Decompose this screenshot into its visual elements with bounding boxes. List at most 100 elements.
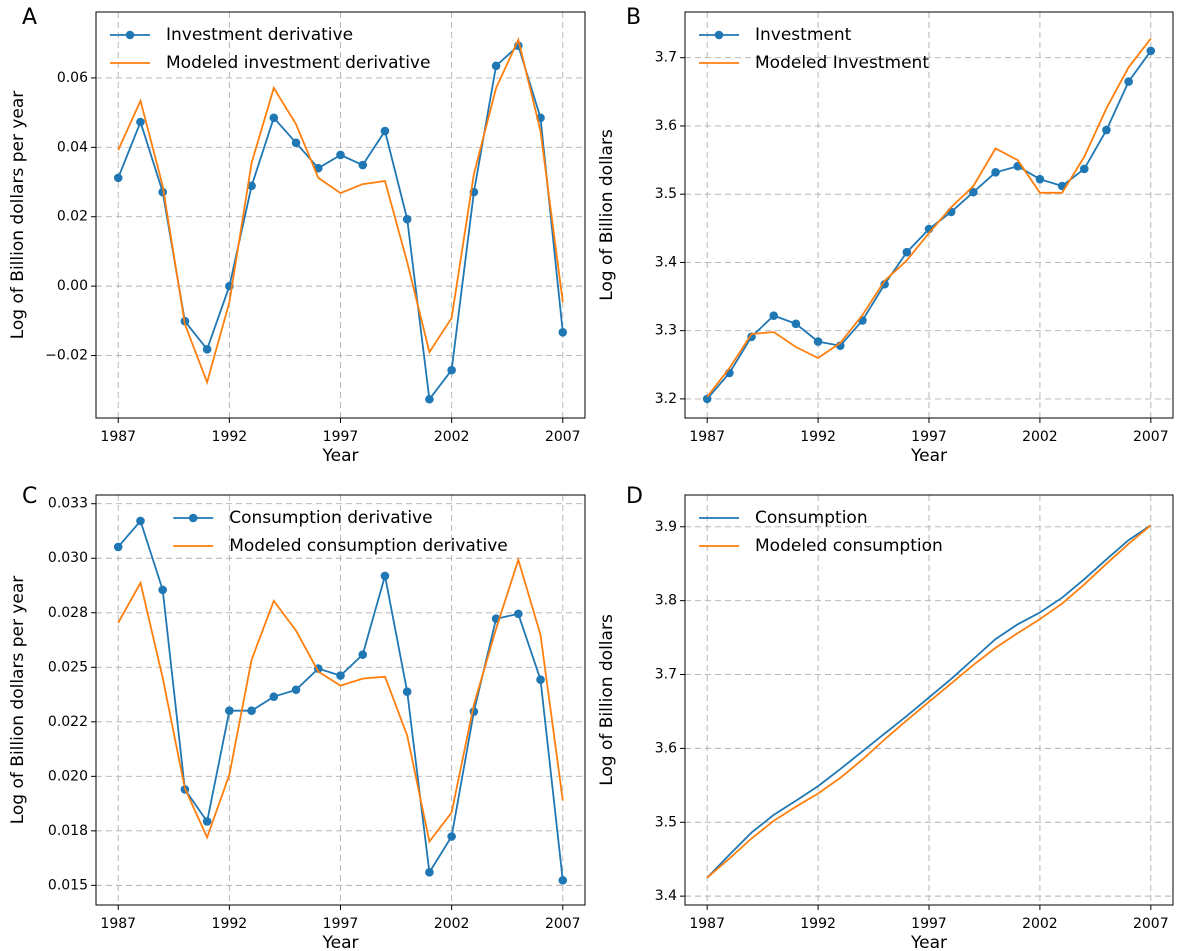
y-tick-label: 0.022 (48, 714, 88, 730)
series-line (706, 38, 1152, 398)
x-tick-label: 1992 (800, 916, 836, 932)
y-tick-label: 3.5 (655, 186, 677, 202)
point (880, 279, 889, 289)
point (158, 585, 167, 595)
y-axis-label: Log of Billion dollars (597, 129, 617, 301)
legend: Investment derivative Modeled investment … (110, 25, 430, 73)
series-line (117, 37, 564, 386)
y-axis-label: Log of Billion dollars (597, 614, 617, 786)
x-tick-label: 1987 (689, 429, 725, 445)
panel: B 1987 1992 1997 2002 2007 3.2 3.3 3.4 3.5 3.6 3.7 Y… (597, 5, 1174, 466)
y-tick-label: 0.030 (48, 550, 88, 566)
plot-frame (95, 11, 586, 419)
point (1035, 174, 1045, 184)
series-line (706, 524, 1152, 879)
y-tick-label: 3.7 (655, 667, 677, 683)
point (1079, 164, 1089, 174)
point (402, 687, 412, 697)
x-tick-label: 1992 (800, 429, 836, 445)
legend: Consumption Modeled consumption (699, 508, 943, 556)
series-line (117, 556, 564, 844)
point (769, 311, 779, 320)
x-tick-label: 1997 (911, 916, 947, 932)
x-tick-label: 1987 (100, 429, 136, 445)
point (336, 150, 345, 160)
point (491, 61, 501, 71)
legend-label: Modeled consumption derivative (229, 536, 508, 556)
x-axis-label: Year (322, 446, 359, 466)
point (425, 394, 434, 404)
panel: A 1987 1992 1997 2002 2007 −0.02 0.00 0.02 0.04 0.… (8, 5, 586, 466)
point (969, 187, 978, 197)
point (558, 876, 568, 885)
plot-frame (684, 11, 1174, 419)
y-tick-label: 3.7 (655, 50, 677, 66)
y-tick-label: 3.3 (655, 323, 677, 339)
legend-label: Investment (755, 25, 852, 45)
y-tick-label: 0.04 (57, 139, 88, 155)
point (113, 173, 123, 183)
plot-frame (95, 494, 586, 906)
point (380, 126, 390, 136)
y-tick-label: 3.8 (655, 593, 677, 609)
x-tick-label: 1987 (689, 916, 725, 932)
point (247, 706, 256, 715)
point (791, 319, 801, 329)
point (536, 675, 545, 685)
panel: C 1987 1992 1997 2002 2007 0.015 0.018 0.020 0.02… (8, 484, 586, 951)
panel: D 1987 1992 1997 2002 2007 3.4 3.5 3.6 3.7 3.8 3.9 Y… (597, 484, 1174, 951)
y-tick-label: 0.06 (57, 70, 88, 86)
plot-frame (684, 494, 1174, 906)
y-tick-label: 3.9 (655, 519, 677, 535)
point (813, 337, 823, 346)
point (269, 692, 279, 702)
legend-label: Consumption (755, 508, 868, 528)
x-tick-label: 1997 (323, 916, 359, 932)
x-axis-label: Year (910, 933, 947, 951)
x-tick-label: 2002 (1022, 429, 1058, 445)
x-axis-label: Year (910, 446, 947, 466)
point (136, 117, 145, 127)
point (447, 365, 456, 375)
y-tick-label: 3.4 (655, 888, 677, 904)
point (247, 181, 256, 191)
y-tick-label: 0.018 (48, 823, 88, 839)
x-tick-label: 1987 (100, 916, 136, 932)
point (402, 214, 412, 224)
y-tick-label: 0.00 (57, 278, 88, 294)
point (991, 168, 1000, 177)
point (1124, 77, 1133, 86)
legend-marker (188, 513, 198, 523)
x-tick-label: 2007 (545, 916, 581, 932)
point (113, 542, 123, 552)
point (902, 247, 912, 257)
x-tick-label: 2007 (545, 429, 581, 445)
x-axis-label: Year (322, 933, 359, 951)
point (202, 344, 212, 354)
y-tick-label: 0.025 (48, 659, 88, 675)
x-tick-label: 2007 (1133, 429, 1169, 445)
point (702, 394, 712, 404)
panel-label: A (22, 5, 37, 30)
y-tick-label: 3.6 (655, 118, 677, 134)
point (380, 571, 390, 581)
y-axis-label: Log of Billion dollars per year (8, 576, 28, 825)
legend-label: Modeled Investment (755, 53, 929, 73)
legend-marker (714, 30, 724, 40)
point (136, 516, 145, 526)
panel-label: B (626, 5, 641, 30)
y-tick-label: 3.5 (655, 814, 677, 830)
x-tick-label: 2002 (434, 429, 470, 445)
panel-label: D (626, 484, 643, 509)
y-tick-label: −0.02 (45, 348, 88, 364)
y-tick-label: 0.033 (48, 496, 88, 512)
point (358, 650, 368, 659)
legend: Investment Modeled Investment (699, 25, 929, 73)
point (291, 685, 301, 695)
point (558, 327, 568, 337)
point (1102, 125, 1111, 135)
legend-label: Modeled investment derivative (166, 53, 430, 73)
point (425, 867, 434, 877)
legend-label: Consumption derivative (229, 508, 432, 528)
